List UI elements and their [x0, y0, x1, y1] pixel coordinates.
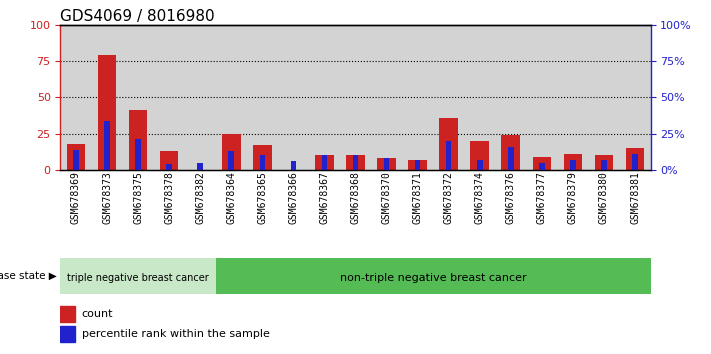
- Text: GSM678370: GSM678370: [382, 172, 392, 224]
- Bar: [92, 25, 122, 170]
- Bar: [135, 139, 141, 170]
- Bar: [526, 25, 557, 170]
- Bar: [539, 162, 545, 170]
- Bar: [122, 25, 154, 170]
- Bar: [378, 158, 396, 170]
- Bar: [129, 110, 147, 170]
- Bar: [154, 25, 185, 170]
- Bar: [415, 160, 420, 170]
- Bar: [557, 25, 589, 170]
- Bar: [353, 155, 358, 170]
- Text: GSM678371: GSM678371: [412, 172, 422, 224]
- Bar: [464, 25, 496, 170]
- Text: GSM678373: GSM678373: [102, 172, 112, 224]
- Text: disease state ▶: disease state ▶: [0, 271, 57, 281]
- Bar: [402, 25, 433, 170]
- Bar: [253, 145, 272, 170]
- Text: percentile rank within the sample: percentile rank within the sample: [82, 330, 269, 339]
- Bar: [198, 162, 203, 170]
- Text: GSM678374: GSM678374: [475, 172, 485, 224]
- Text: GSM678366: GSM678366: [289, 172, 299, 224]
- Text: GSM678369: GSM678369: [71, 172, 81, 224]
- Text: GSM678382: GSM678382: [196, 172, 205, 224]
- Bar: [371, 25, 402, 170]
- Bar: [166, 164, 172, 170]
- Text: GSM678365: GSM678365: [257, 172, 267, 224]
- Bar: [321, 155, 327, 170]
- Bar: [433, 25, 464, 170]
- Bar: [594, 155, 614, 170]
- Bar: [247, 25, 278, 170]
- Bar: [589, 25, 619, 170]
- Bar: [533, 157, 551, 170]
- Text: GSM678375: GSM678375: [133, 172, 143, 224]
- Bar: [215, 258, 651, 294]
- Text: GSM678378: GSM678378: [164, 172, 174, 224]
- Bar: [315, 155, 333, 170]
- Text: GDS4069 / 8016980: GDS4069 / 8016980: [60, 8, 215, 24]
- Bar: [185, 25, 215, 170]
- Bar: [60, 306, 75, 321]
- Text: non-triple negative breast cancer: non-triple negative breast cancer: [340, 273, 526, 283]
- Text: GSM678376: GSM678376: [506, 172, 515, 224]
- Bar: [309, 25, 340, 170]
- Bar: [619, 25, 651, 170]
- Text: GSM678379: GSM678379: [568, 172, 578, 224]
- Text: count: count: [82, 309, 113, 319]
- Bar: [260, 155, 265, 170]
- Text: GSM678377: GSM678377: [537, 172, 547, 224]
- Bar: [60, 25, 92, 170]
- Bar: [222, 133, 240, 170]
- Bar: [340, 25, 371, 170]
- Bar: [105, 121, 109, 170]
- Bar: [67, 144, 85, 170]
- Bar: [73, 150, 79, 170]
- Bar: [602, 160, 606, 170]
- Bar: [97, 55, 117, 170]
- Bar: [408, 160, 427, 170]
- Bar: [446, 141, 451, 170]
- Bar: [215, 25, 247, 170]
- Bar: [291, 161, 296, 170]
- Bar: [439, 118, 458, 170]
- Bar: [477, 160, 483, 170]
- Text: GSM678368: GSM678368: [351, 172, 360, 224]
- Bar: [278, 25, 309, 170]
- Text: GSM678372: GSM678372: [444, 172, 454, 224]
- Text: GSM678367: GSM678367: [319, 172, 329, 224]
- Text: GSM678364: GSM678364: [226, 172, 236, 224]
- Bar: [564, 154, 582, 170]
- Bar: [632, 154, 638, 170]
- Bar: [60, 326, 75, 342]
- Bar: [471, 141, 489, 170]
- Text: triple negative breast cancer: triple negative breast cancer: [68, 273, 209, 283]
- Bar: [508, 147, 513, 170]
- Bar: [228, 151, 234, 170]
- Text: GSM678380: GSM678380: [599, 172, 609, 224]
- Bar: [496, 25, 526, 170]
- Bar: [60, 258, 215, 294]
- Bar: [346, 155, 365, 170]
- Bar: [160, 151, 178, 170]
- Bar: [384, 158, 390, 170]
- Bar: [570, 160, 576, 170]
- Text: GSM678381: GSM678381: [630, 172, 640, 224]
- Bar: [501, 135, 520, 170]
- Bar: [626, 148, 644, 170]
